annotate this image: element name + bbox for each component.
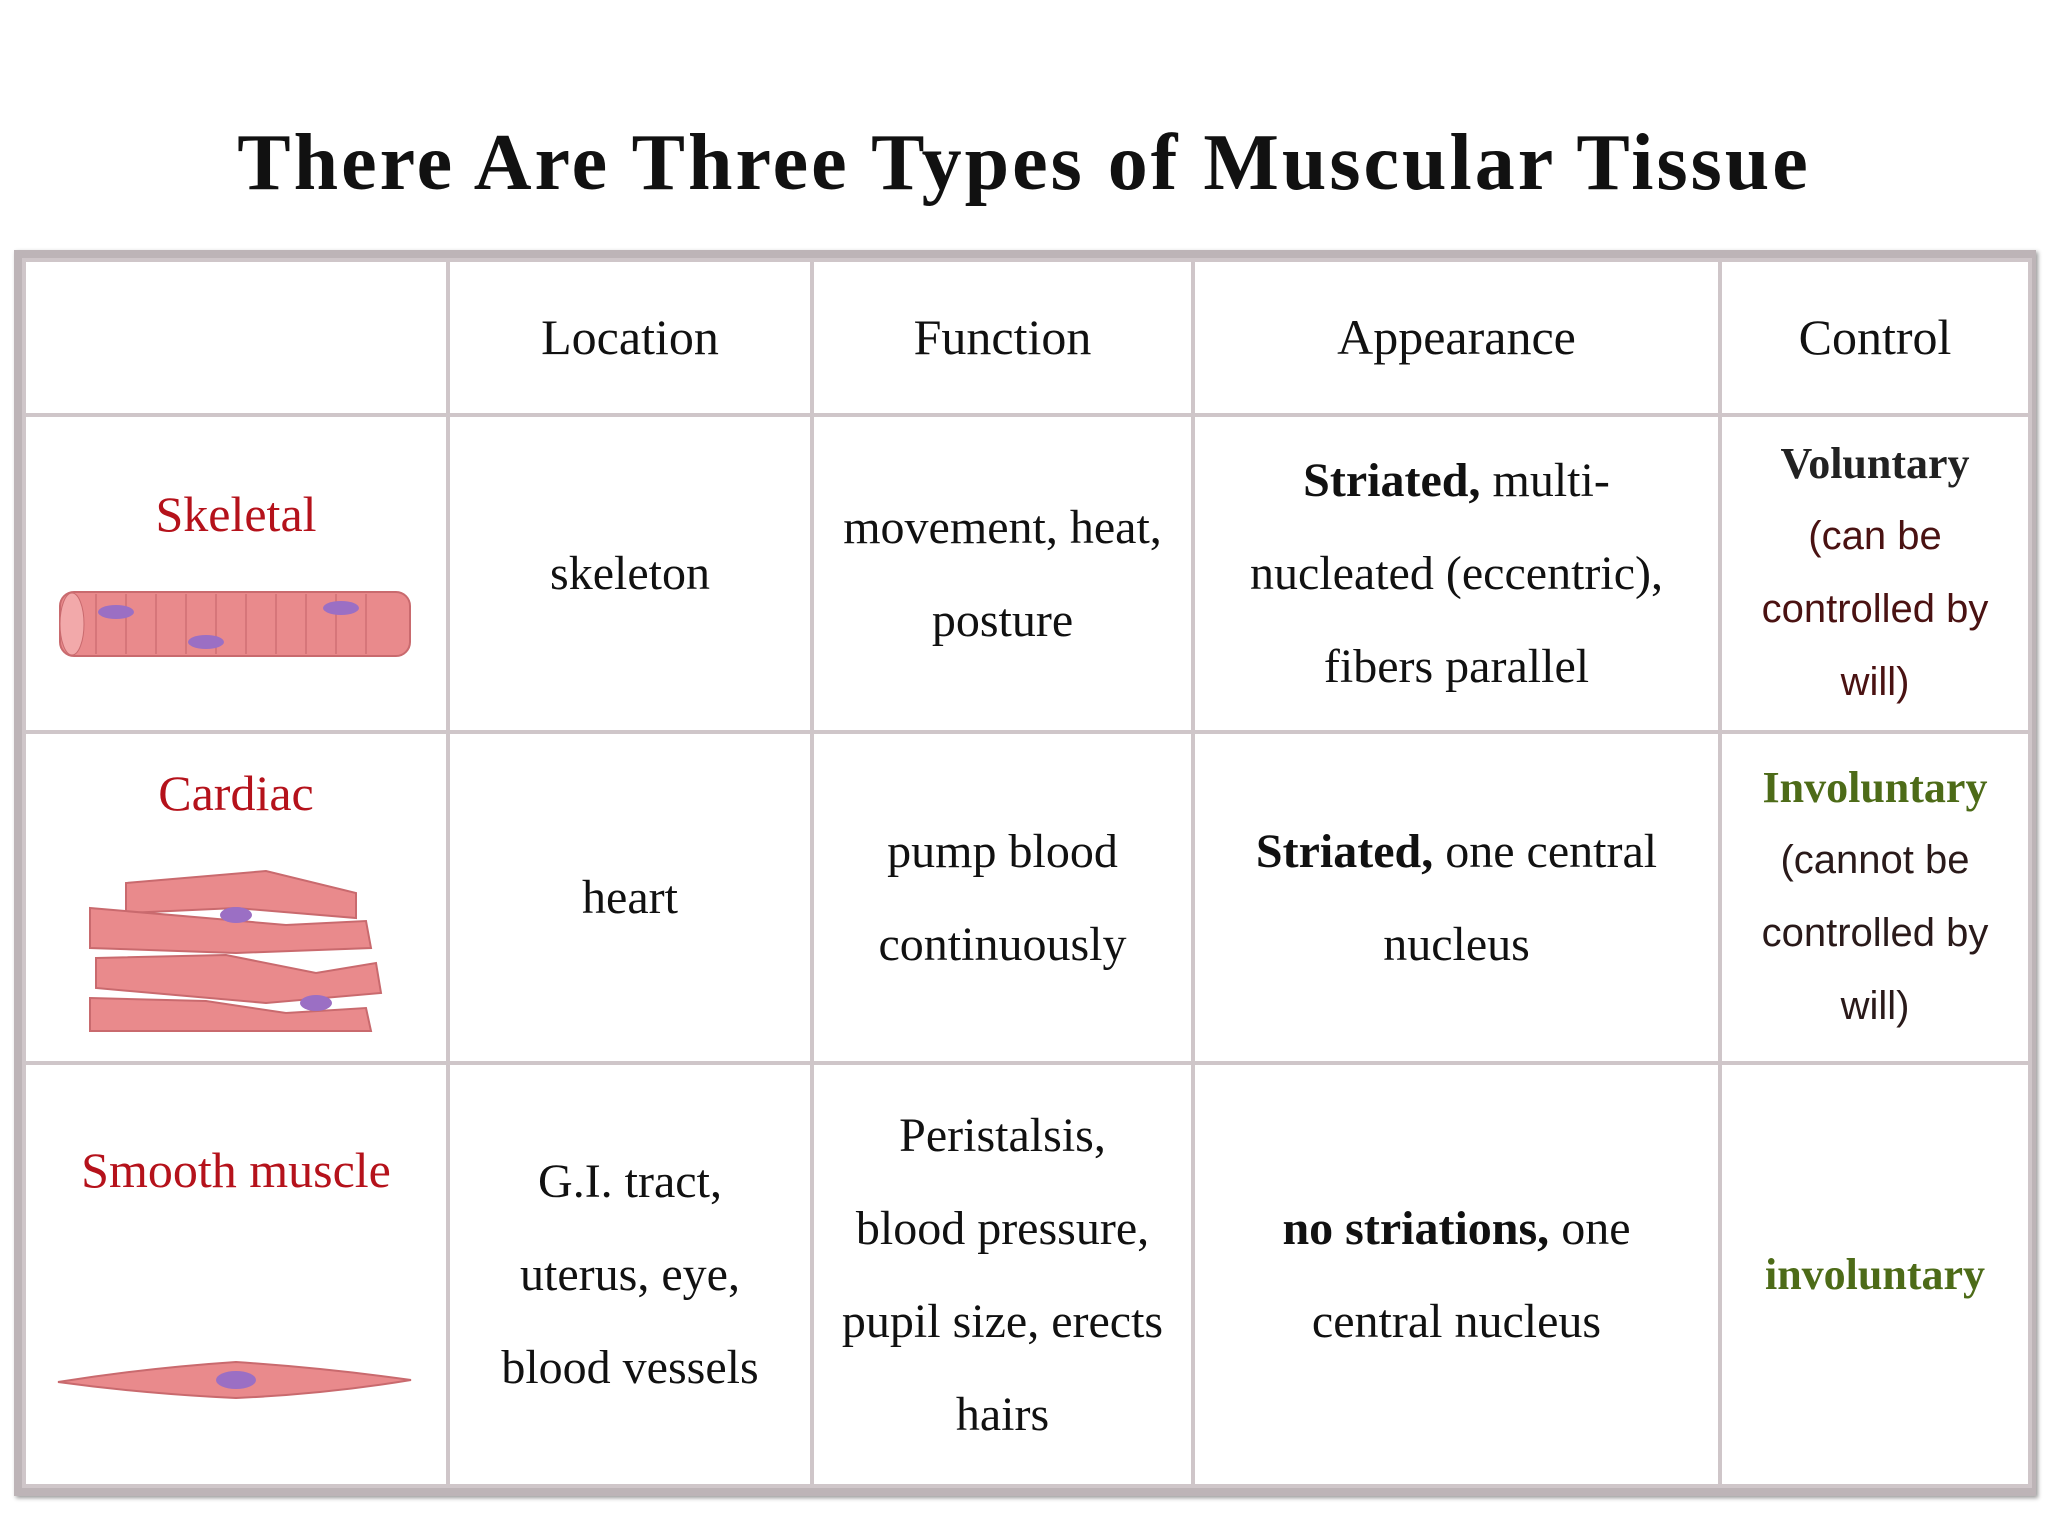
control-cell: Voluntary (can be controlled by will) bbox=[1718, 412, 2032, 735]
function-cell: pump blood continuously bbox=[810, 730, 1195, 1066]
header-cell: Location bbox=[446, 258, 814, 417]
function-cell: Peristalsis, blood pressure, pupil size,… bbox=[810, 1061, 1195, 1488]
header-row: Location Function Appearance Control bbox=[22, 258, 2032, 417]
control-note: (cannot be controlled by will) bbox=[1761, 838, 1989, 1029]
location-cell: G.I. tract, uterus, eye, blood vessels bbox=[446, 1061, 814, 1488]
appearance-bold: Striated, bbox=[1255, 824, 1434, 878]
location-cell: heart bbox=[446, 730, 814, 1066]
table-frame: Location Function Appearance Control Ske… bbox=[14, 250, 2036, 1496]
appearance-cell: Striated, one central nucleus bbox=[1191, 730, 1722, 1066]
row-name-cell: Skeletal bbox=[22, 412, 450, 735]
appearance-text: multi-nucleated (eccentric), fibers para… bbox=[1249, 454, 1664, 694]
table-row: Cardiac heart pump blood continuously St… bbox=[22, 730, 2032, 1066]
row-name: Smooth muscle bbox=[81, 1141, 391, 1198]
appearance-cell: Striated, multi-nucleated (eccentric), f… bbox=[1191, 412, 1722, 735]
control-label: Voluntary bbox=[1780, 439, 1970, 489]
location-cell: skeleton bbox=[446, 412, 814, 735]
control-note: (can be controlled by will) bbox=[1761, 514, 1989, 705]
control-label: Involuntary bbox=[1762, 763, 1988, 813]
page-title: There Are Three Types of Muscular Tissue bbox=[237, 119, 1811, 207]
header-cell: Appearance bbox=[1191, 258, 1722, 417]
row-name: Cardiac bbox=[158, 764, 314, 821]
cardiac-illustration bbox=[89, 869, 383, 1032]
smooth-illustration bbox=[57, 1360, 412, 1399]
appearance-bold: Striated, bbox=[1303, 454, 1481, 508]
header-cell: Control bbox=[1718, 258, 2032, 417]
appearance-text: one central nucleus bbox=[1311, 1201, 1631, 1348]
row-name: Skeletal bbox=[155, 485, 317, 542]
control-cell: Involuntary (cannot be controlled by will… bbox=[1718, 730, 2032, 1066]
table-row: Skeletal skeleton movement, heat, postur… bbox=[22, 412, 2032, 735]
skeletal-illustration bbox=[59, 590, 411, 657]
empty-header bbox=[22, 258, 450, 417]
table-row: Smooth muscle G.I. tract, uterus, eye, b… bbox=[22, 1061, 2032, 1488]
row-name-cell: Smooth muscle bbox=[22, 1061, 450, 1488]
control-label: involuntary bbox=[1764, 1249, 1986, 1299]
row-name-cell: Cardiac bbox=[22, 730, 450, 1066]
function-cell: movement, heat, posture bbox=[810, 412, 1195, 735]
appearance-text: one central nucleus bbox=[1383, 824, 1658, 971]
appearance-bold: no striations, bbox=[1282, 1201, 1550, 1255]
control-cell: involuntary bbox=[1718, 1061, 2032, 1488]
header-cell: Function bbox=[810, 258, 1195, 417]
appearance-cell: no striations, one central nucleus bbox=[1191, 1061, 1722, 1488]
tissue-table: Location Function Appearance Control Ske… bbox=[22, 258, 2032, 1488]
